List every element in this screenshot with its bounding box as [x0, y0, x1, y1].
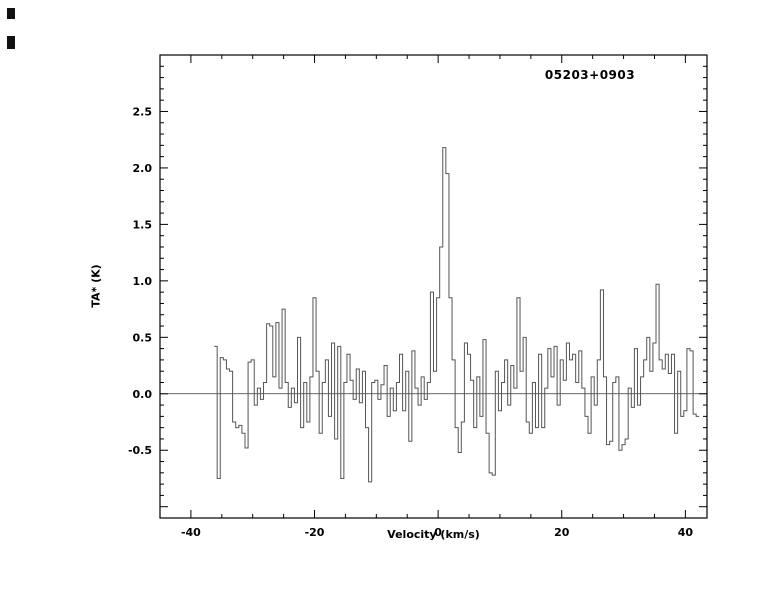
y-tick-label: 1.0 — [133, 275, 153, 288]
y-tick-label: -0.5 — [128, 444, 152, 457]
y-tick-label: 2.5 — [133, 105, 153, 118]
y-tick-label: 1.5 — [133, 218, 153, 231]
scan-artifact-top-left-2 — [7, 36, 15, 49]
x-tick-label: 20 — [554, 526, 570, 539]
x-tick-label: -40 — [181, 526, 201, 539]
scan-artifact-top-left-1 — [7, 8, 15, 19]
x-tick-label: 40 — [678, 526, 694, 539]
y-tick-label: 0.5 — [133, 331, 153, 344]
source-name-label: 05203+0903 — [544, 68, 636, 82]
x-tick-label: 0 — [434, 526, 442, 539]
x-axis-label: Velocity (km/s) — [387, 528, 480, 541]
y-axis-label: TA* (K) — [89, 264, 103, 308]
y-tick-label: 2.0 — [133, 162, 153, 175]
spectrum-step-line — [214, 147, 700, 483]
y-tick-label: 0.0 — [133, 388, 153, 401]
plot-box — [159, 54, 708, 519]
x-tick-label: -20 — [305, 526, 325, 539]
